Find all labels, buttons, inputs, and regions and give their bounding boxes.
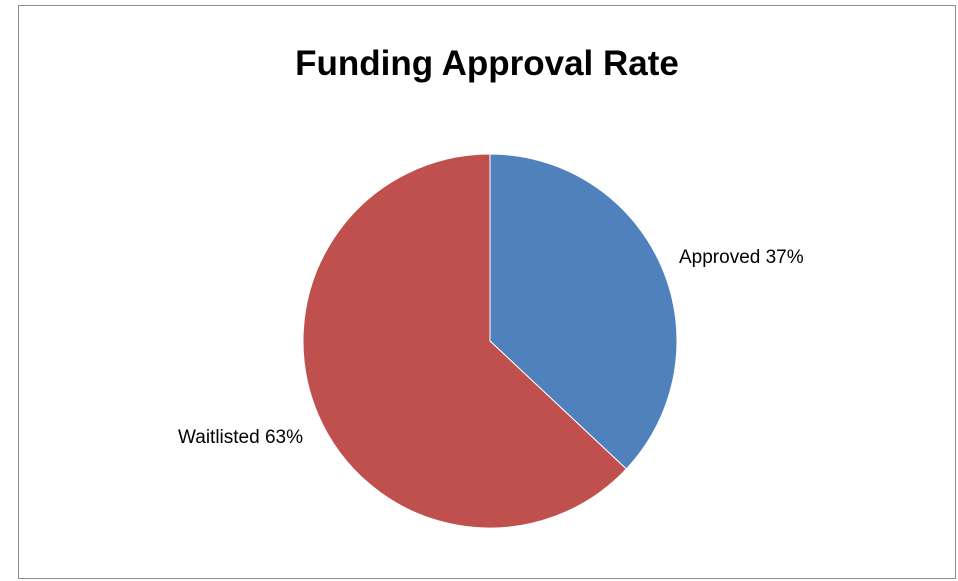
pie-slices: [302, 153, 678, 529]
pie-label-waitlisted: Waitlisted 63%: [178, 427, 303, 448]
pie-slice-waitlisted: [302, 153, 628, 529]
chart-title: Funding Approval Rate: [295, 44, 679, 83]
pie-chart: Approved 37% Waitlisted 63%: [178, 153, 804, 529]
chart-frame: Funding Approval Rate Approved 37% Waitli…: [18, 5, 956, 579]
pie-labels: Approved 37% Waitlisted 63%: [178, 247, 804, 448]
pie-slice-approved: [489, 153, 678, 470]
pie-label-approved: Approved 37%: [679, 247, 804, 268]
